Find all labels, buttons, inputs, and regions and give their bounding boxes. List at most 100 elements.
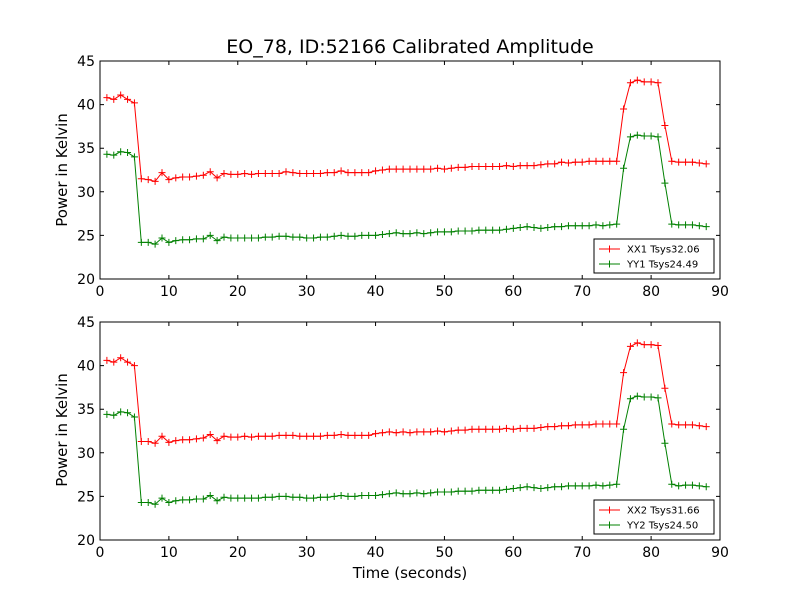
data-point — [564, 422, 572, 430]
data-point — [626, 342, 634, 350]
data-point — [399, 230, 407, 238]
data-point — [551, 223, 559, 231]
y-tick-label: 35 — [77, 402, 95, 418]
data-point — [599, 222, 607, 230]
data-point — [241, 432, 249, 440]
bottom-series-line — [106, 342, 707, 444]
bottom-axes-frame — [99, 321, 721, 541]
data-point — [454, 163, 462, 171]
data-point — [516, 162, 524, 170]
data-point — [530, 224, 538, 232]
data-point — [323, 431, 331, 439]
y-tick-label: 40 — [77, 98, 95, 114]
data-point — [372, 167, 380, 175]
data-point — [489, 163, 497, 171]
data-point — [165, 499, 173, 507]
data-point — [372, 430, 380, 438]
data-point — [461, 426, 469, 434]
data-point — [254, 169, 262, 177]
data-point — [571, 158, 579, 166]
data-point — [613, 480, 621, 488]
data-point — [275, 431, 283, 439]
bottom-series-1 — [103, 339, 710, 447]
data-point — [199, 235, 207, 243]
data-point — [378, 491, 386, 499]
data-point — [592, 481, 600, 489]
data-point — [544, 484, 552, 492]
data-point — [137, 175, 145, 183]
data-point — [509, 224, 517, 232]
data-point — [110, 358, 118, 366]
legend-box — [593, 238, 715, 274]
data-point — [468, 425, 476, 433]
data-point — [702, 483, 710, 491]
data-point — [647, 341, 655, 349]
x-tick-label: 40 — [367, 284, 385, 300]
data-point — [351, 492, 359, 500]
data-point — [392, 229, 400, 237]
data-point — [440, 165, 448, 173]
data-point — [440, 428, 448, 436]
data-point — [668, 480, 676, 488]
data-point — [702, 223, 710, 231]
data-point — [303, 169, 311, 177]
data-point — [440, 488, 448, 496]
data-point — [620, 425, 628, 433]
y-tick-label: 45 — [77, 315, 95, 331]
data-point — [633, 339, 641, 347]
data-point — [144, 238, 152, 246]
data-point — [199, 495, 207, 503]
data-point — [144, 176, 152, 184]
data-point — [372, 492, 380, 500]
x-tick-label: 50 — [436, 284, 454, 300]
legend-marker — [606, 260, 613, 268]
data-point — [124, 409, 132, 417]
data-point — [365, 492, 373, 500]
data-point — [620, 105, 628, 113]
data-point — [103, 410, 111, 418]
x-tick-label: 40 — [367, 545, 385, 561]
data-point — [323, 493, 331, 501]
top-series-line — [106, 134, 707, 245]
data-point — [399, 428, 407, 436]
data-point — [551, 160, 559, 168]
data-point — [592, 420, 600, 428]
data-point — [551, 483, 559, 491]
data-point — [440, 228, 448, 236]
data-point — [654, 394, 662, 402]
data-point — [192, 172, 200, 180]
data-point — [330, 492, 338, 500]
data-point — [234, 433, 242, 441]
data-point — [268, 432, 276, 440]
data-point — [406, 230, 414, 238]
data-point — [509, 485, 517, 493]
data-point — [530, 162, 538, 170]
data-point — [124, 149, 132, 157]
data-point — [675, 158, 683, 166]
data-point — [702, 160, 710, 168]
x-tick-label: 90 — [711, 284, 729, 300]
data-point — [165, 176, 173, 184]
data-point — [316, 169, 324, 177]
data-point — [427, 165, 435, 173]
data-point — [516, 484, 524, 492]
data-point — [434, 164, 442, 172]
data-point — [661, 439, 669, 447]
data-point — [316, 432, 324, 440]
y-tick-label: 30 — [77, 185, 95, 201]
top-series-1 — [103, 76, 710, 185]
data-point — [661, 122, 669, 130]
data-point — [330, 431, 338, 439]
data-point — [206, 430, 214, 438]
data-point — [413, 489, 421, 497]
data-point — [144, 499, 152, 507]
data-point — [682, 158, 690, 166]
legend-label: YY1 Tsys24.49 — [626, 260, 698, 271]
data-point — [158, 169, 166, 177]
data-point — [351, 169, 359, 177]
x-tick-label: 70 — [573, 545, 591, 561]
data-point — [633, 131, 641, 139]
data-point — [248, 494, 256, 502]
data-point — [530, 484, 538, 492]
